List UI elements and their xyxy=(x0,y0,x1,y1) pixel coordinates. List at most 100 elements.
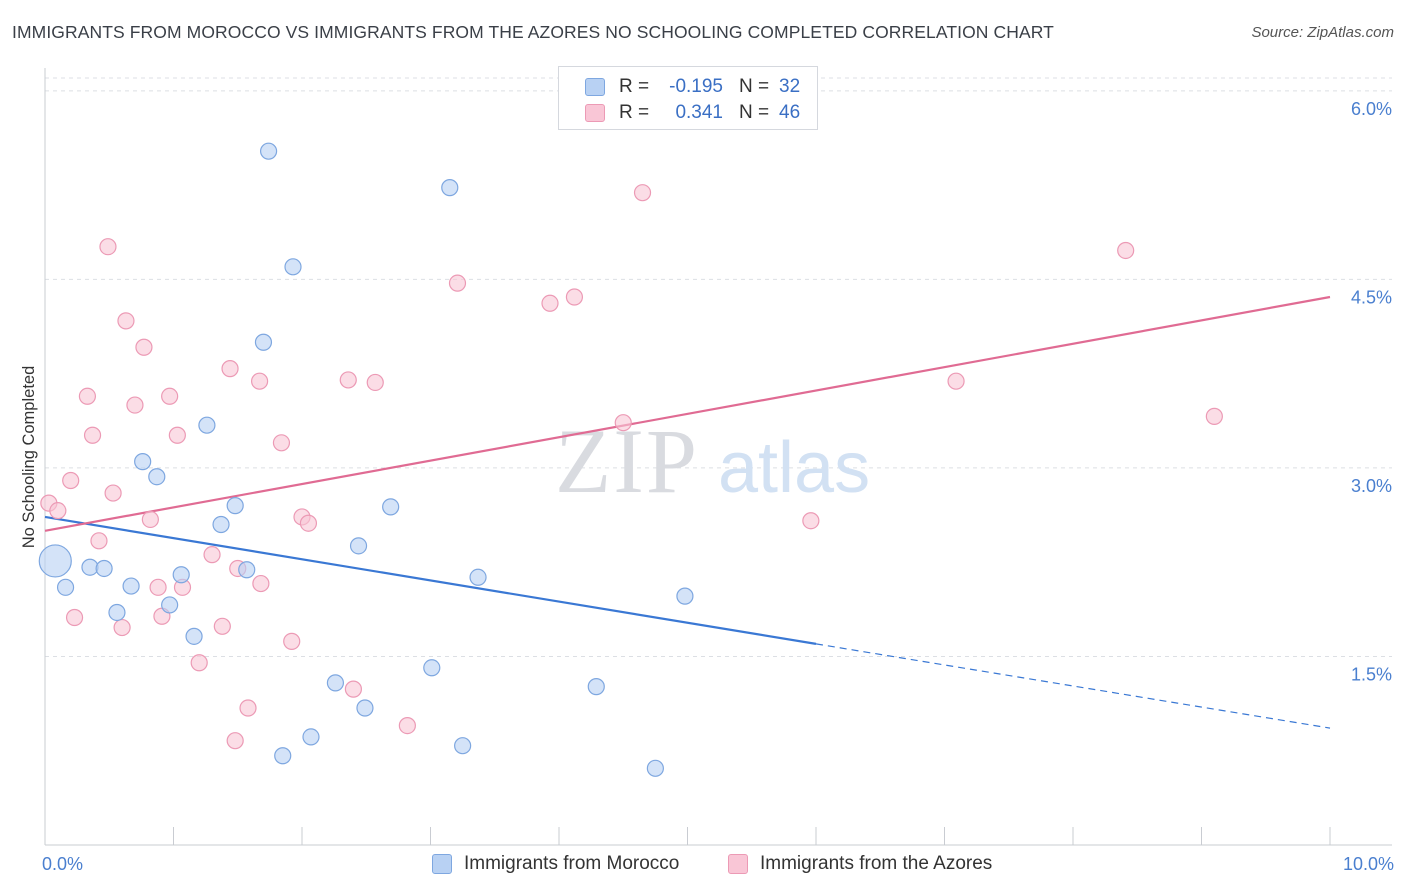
point-azores xyxy=(221,360,239,378)
point-azores xyxy=(541,294,559,312)
point-morocco xyxy=(356,699,374,717)
point-morocco xyxy=(212,515,230,534)
legend-swatch-azores xyxy=(585,104,605,122)
point-morocco xyxy=(382,498,400,516)
point-azores xyxy=(1117,241,1135,260)
point-morocco xyxy=(148,468,166,486)
series-legend-label-azores: Immigrants from the Azores xyxy=(760,853,993,874)
point-morocco xyxy=(185,627,203,645)
point-morocco xyxy=(172,566,190,584)
point-azores xyxy=(203,546,221,564)
point-azores xyxy=(339,371,357,389)
point-azores xyxy=(633,184,652,202)
data-points xyxy=(38,142,1223,777)
point-azores xyxy=(62,471,80,490)
point-azores xyxy=(1205,407,1223,425)
legend-r-value: -0.195 xyxy=(669,76,723,97)
point-azores xyxy=(126,396,144,414)
point-azores xyxy=(398,716,416,735)
series-legend-swatch-azores xyxy=(728,854,748,874)
point-morocco xyxy=(441,179,459,197)
legend-r-label: R = xyxy=(619,102,650,123)
tick-labels: 1.5% 3.0% 4.5% 6.0% 0.0% 10.0% xyxy=(42,99,1394,874)
point-azores xyxy=(90,532,108,550)
watermark: ZIP atlas xyxy=(555,410,870,512)
watermark-atlas: atlas xyxy=(718,428,870,508)
legend-r-value: 0.341 xyxy=(675,102,723,123)
point-morocco xyxy=(302,728,320,746)
point-azores xyxy=(239,699,257,717)
point-morocco xyxy=(274,747,292,765)
point-morocco xyxy=(423,659,441,677)
point-azores xyxy=(947,372,965,390)
x-tick-label: 10.0% xyxy=(1343,854,1394,874)
series-legend-azores: Immigrants from the Azores xyxy=(728,852,992,876)
point-azores xyxy=(299,514,318,532)
x-tick-label: 0.0% xyxy=(42,854,83,874)
point-azores xyxy=(614,414,632,432)
point-morocco xyxy=(254,333,273,351)
legend-n-label: N = xyxy=(739,76,770,97)
y-tick-label: 4.5% xyxy=(1351,287,1392,307)
point-azores xyxy=(168,426,186,444)
point-azores xyxy=(190,654,208,672)
chart-title: IMMIGRANTS FROM MOROCCO VS IMMIGRANTS FR… xyxy=(12,22,1054,42)
point-morocco xyxy=(38,544,72,578)
point-azores xyxy=(49,502,67,520)
point-morocco xyxy=(676,587,694,605)
point-morocco xyxy=(198,416,216,434)
trend-lines xyxy=(44,295,1331,729)
point-morocco xyxy=(134,453,152,471)
point-azores xyxy=(161,387,179,405)
point-morocco xyxy=(122,577,140,595)
point-azores xyxy=(78,387,97,405)
series-legend-morocco: Immigrants from Morocco xyxy=(432,852,679,876)
point-azores xyxy=(117,312,135,330)
point-azores xyxy=(252,574,270,593)
point-morocco xyxy=(259,142,278,160)
y-axis-label: No Schooling Completed xyxy=(20,366,38,549)
trend-line-morocco xyxy=(44,515,817,645)
legend-n-label: N = xyxy=(739,102,770,123)
point-azores xyxy=(83,426,102,444)
legend-row-morocco: R = -0.195 N = 32 xyxy=(585,75,800,99)
y-tick-label: 3.0% xyxy=(1351,476,1392,496)
point-azores xyxy=(250,372,269,390)
series-legend-swatch-morocco xyxy=(432,854,452,874)
legend-n-value: 32 xyxy=(779,76,801,97)
point-azores xyxy=(141,510,159,529)
point-azores xyxy=(366,373,384,392)
point-azores xyxy=(104,484,122,502)
trend-line-extension-morocco xyxy=(815,643,1331,729)
point-morocco xyxy=(349,537,368,555)
point-azores xyxy=(99,238,117,256)
point-azores xyxy=(565,288,584,306)
point-morocco xyxy=(95,559,113,578)
legend-n-value: 46 xyxy=(779,102,801,123)
point-azores xyxy=(283,632,301,650)
legend-r-label: R = xyxy=(619,76,650,97)
trend-line-azores xyxy=(44,295,1331,532)
point-morocco xyxy=(238,561,256,579)
legend-swatch-morocco xyxy=(585,78,605,96)
axes xyxy=(44,68,1392,846)
y-tick-label: 1.5% xyxy=(1351,664,1392,684)
y-tick-label: 6.0% xyxy=(1351,99,1392,119)
series-legend-label-morocco: Immigrants from Morocco xyxy=(464,853,680,874)
point-morocco xyxy=(646,759,664,777)
point-morocco xyxy=(284,258,302,276)
point-azores xyxy=(213,617,231,635)
point-morocco xyxy=(226,497,244,515)
correlation-legend: R = -0.195 N = 32 R = 0.341 N = 46 xyxy=(558,66,818,130)
point-azores xyxy=(65,608,84,627)
point-morocco xyxy=(326,674,345,692)
point-azores xyxy=(448,274,467,292)
point-azores xyxy=(135,338,153,356)
point-morocco xyxy=(108,603,126,622)
point-azores xyxy=(272,434,291,452)
point-morocco xyxy=(161,596,179,614)
point-morocco xyxy=(81,558,99,576)
point-morocco xyxy=(56,578,75,596)
point-azores xyxy=(802,512,820,530)
